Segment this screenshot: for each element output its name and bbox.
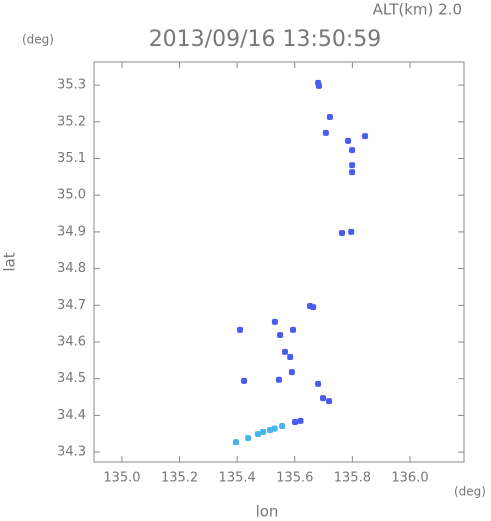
echo — [279, 423, 286, 430]
echo — [345, 137, 352, 144]
echo — [349, 169, 356, 176]
y-tick-label: 35.3 — [57, 78, 86, 93]
x-tick-label: 135.8 — [334, 471, 371, 486]
echo — [287, 354, 294, 361]
y-tick-label: 34.8 — [57, 261, 86, 276]
echo — [315, 380, 322, 387]
echo — [233, 439, 240, 446]
x-tick-label: 135.6 — [276, 471, 313, 486]
echo — [288, 369, 295, 376]
x-tick-label: 135.2 — [161, 471, 198, 486]
y-tick-label: 34.6 — [57, 335, 86, 350]
echo — [362, 133, 369, 140]
x-tick-label: 135.0 — [103, 471, 140, 486]
echo — [271, 318, 278, 325]
y-unit: (deg) — [22, 33, 54, 47]
y-tick-label: 35.1 — [57, 151, 86, 166]
y-tick-label: 34.5 — [57, 371, 86, 386]
echo — [315, 82, 322, 89]
echo — [275, 376, 282, 383]
echo — [245, 435, 252, 442]
echo — [310, 304, 317, 311]
echo — [326, 398, 333, 405]
x-unit: (deg) — [454, 485, 486, 499]
echo — [281, 348, 288, 355]
echo — [260, 428, 267, 435]
echo — [254, 431, 261, 438]
echo — [349, 147, 356, 154]
x-tick-label: 135.4 — [219, 471, 256, 486]
y-tick-label: 35.2 — [57, 114, 86, 129]
echo — [290, 326, 297, 333]
echo — [271, 425, 278, 432]
y-tick-label: 35.0 — [57, 188, 86, 203]
echo — [266, 427, 273, 434]
plot-frame — [93, 61, 465, 463]
y-tick-label: 34.3 — [57, 445, 86, 460]
echo — [339, 230, 346, 237]
echo — [237, 326, 244, 333]
echo — [322, 129, 329, 136]
y-tick-label: 34.7 — [57, 298, 86, 313]
x-tick-label: 136.0 — [391, 471, 428, 486]
echo — [297, 417, 304, 424]
y-tick-label: 34.9 — [57, 224, 86, 239]
echo — [277, 332, 284, 339]
echo — [326, 114, 333, 121]
echo — [348, 228, 355, 235]
echo — [241, 377, 248, 384]
y-axis-label: lat — [1, 252, 19, 271]
y-tick-label: 34.4 — [57, 408, 86, 423]
chart-title: 2013/09/16 13:50:59 — [149, 27, 382, 52]
x-axis-label: lon — [256, 503, 279, 521]
echo — [319, 395, 326, 402]
altitude-label: ALT(km) 2.0 — [373, 1, 462, 19]
echo — [349, 162, 356, 169]
echo — [292, 419, 299, 425]
